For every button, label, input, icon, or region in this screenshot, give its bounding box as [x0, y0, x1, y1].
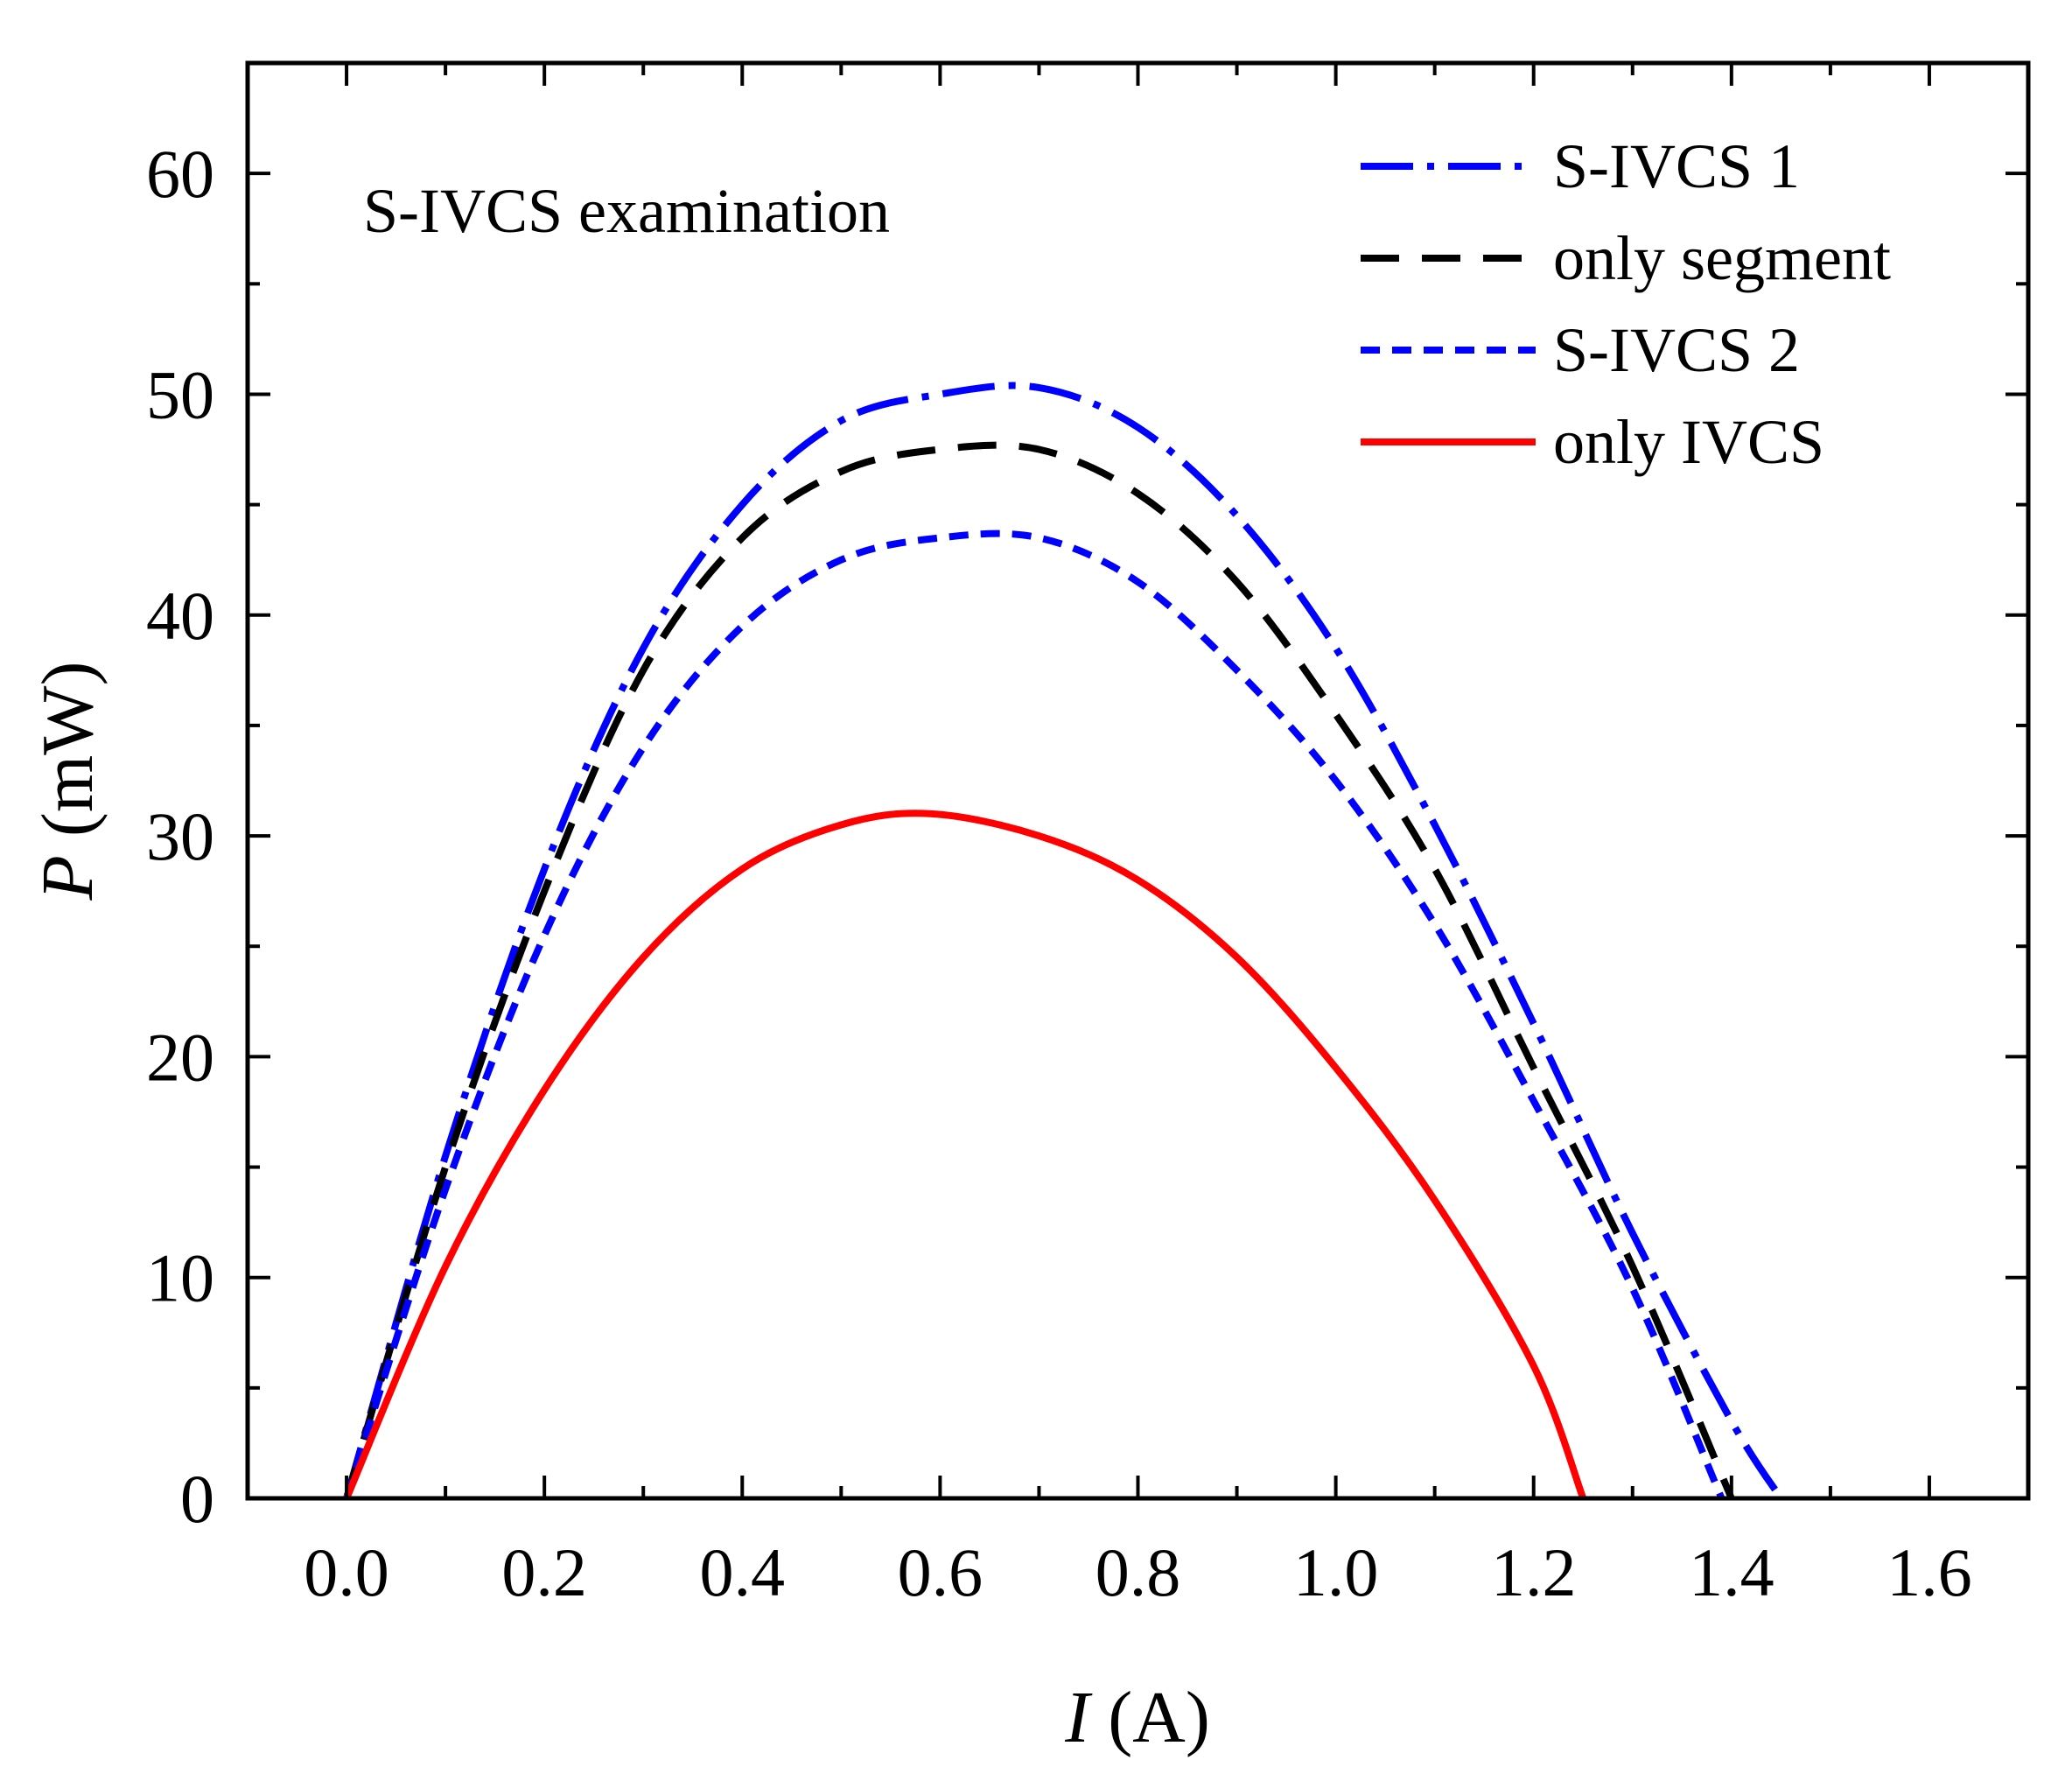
- series-layer: [343, 382, 1784, 1501]
- y-axis-title: P (mW): [27, 662, 108, 901]
- y-tick-label: 50: [146, 356, 214, 432]
- legend-label-1: S-IVCS 1: [1553, 131, 1800, 201]
- y-tick-label: 10: [146, 1240, 214, 1316]
- x-tick-label: 0.0: [304, 1534, 389, 1610]
- x-tick-label: 1.0: [1293, 1534, 1379, 1610]
- y-tick-label: 60: [146, 136, 214, 212]
- x-tick-label: 0.6: [898, 1534, 984, 1610]
- tick-layer: [246, 61, 2030, 1500]
- series-line-2: [343, 441, 1735, 1500]
- tick-label-layer: 0.0 0.2 0.4 0.6 0.8 1.0 1.2 1.4 1.6 0 10 20 30 40 50 60: [146, 136, 1972, 1610]
- legend-label-3: S-IVCS 2: [1553, 315, 1800, 385]
- x-tick-label: 0.4: [700, 1534, 786, 1610]
- y-axis-symbol: P: [27, 855, 108, 901]
- legend-label-2: only segment: [1553, 223, 1891, 293]
- x-axis-title: I (A): [1064, 1677, 1210, 1758]
- x-tick-label: 1.6: [1886, 1534, 1972, 1610]
- series-line-3: [343, 529, 1726, 1500]
- legend: S-IVCS 1 only segment S-IVCS 2 only IVCS: [1361, 131, 1891, 477]
- y-tick-label: 30: [146, 798, 214, 874]
- x-axis-unit: (A): [1089, 1677, 1210, 1758]
- y-tick-label: 40: [146, 578, 214, 654]
- y-axis-unit: (mW): [27, 662, 108, 856]
- series-line-1: [343, 382, 1784, 1501]
- x-tick-label: 0.2: [501, 1534, 587, 1610]
- chart-annotation: S-IVCS examination: [363, 176, 890, 246]
- y-tick-label: 20: [146, 1019, 214, 1095]
- x-tick-label: 0.8: [1096, 1534, 1181, 1610]
- y-tick-label: 0: [180, 1461, 214, 1537]
- legend-label-4: only IVCS: [1553, 407, 1824, 477]
- x-tick-label: 1.2: [1491, 1534, 1577, 1610]
- x-tick-label: 1.4: [1689, 1534, 1774, 1610]
- series-line-4: [343, 810, 1587, 1500]
- x-axis-symbol: I: [1064, 1677, 1093, 1758]
